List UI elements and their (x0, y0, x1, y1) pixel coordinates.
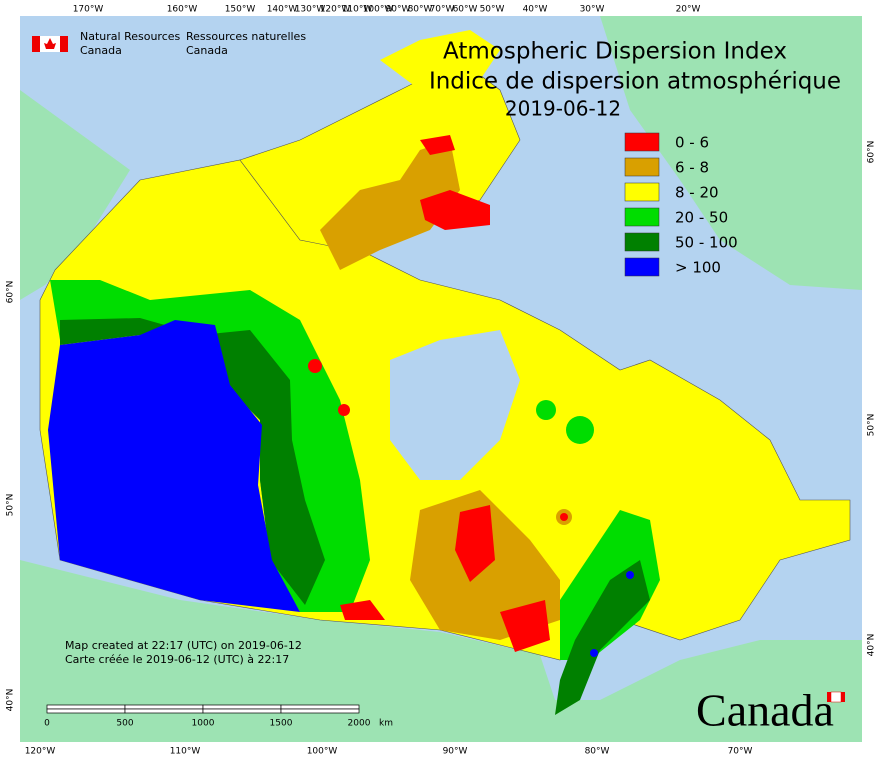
zone-red-spot (308, 359, 322, 373)
agency-en: Natural Resources (80, 30, 181, 43)
graticule-top: 130°W (295, 5, 326, 15)
legend-swatch (624, 132, 660, 152)
graticule-top: 60°W (453, 5, 478, 15)
flag-bar (32, 36, 40, 52)
legend-label: 20 - 50 (675, 209, 728, 227)
zone-orange-arctic (320, 140, 460, 270)
alaska (20, 90, 130, 300)
graticule-left: 60°N (6, 281, 16, 304)
zone-green-spot (536, 400, 556, 420)
scale-unit: km (379, 719, 393, 729)
graticule-right: 50°N (867, 414, 877, 437)
graticule-labels: 170°W 160°W 150°W 140°W130°W120°W110°W100°W… (6, 5, 877, 757)
graticule-bottom: 110°W (170, 747, 201, 757)
graticule-bottom: 120°W (25, 747, 56, 757)
flag-bar (60, 36, 68, 52)
zone-red-spot (560, 513, 568, 521)
created-en: Map created at 22:17 (UTC) on 2019-06-12 (65, 639, 302, 652)
graticule-top: 160°W (167, 5, 198, 15)
scale-label: 1500 (270, 719, 293, 729)
zone-darkgreen (60, 318, 325, 605)
legend-label: 50 - 100 (675, 234, 738, 252)
graticule-top: 50°W (480, 5, 505, 15)
scale-segment (124, 704, 204, 710)
zone-red-4 (420, 135, 455, 155)
created-fr: Carte créée le 2019-06-12 (UTC) à 22:17 (65, 653, 289, 666)
graticule-top: 40°W (523, 5, 548, 15)
legend: 0 - 6 6 - 8 8 - 20 20 - 50 50 - 100 > 100 (624, 132, 738, 277)
scale-label: 1000 (192, 719, 215, 729)
title: Indice de dispersion atmosphérique (429, 69, 841, 95)
graticule-top: 90°W (386, 5, 411, 15)
graticule-right: 60°N (867, 141, 877, 164)
graticule-top: 30°W (580, 5, 605, 15)
zone-green-spot (566, 416, 594, 444)
scale-segment (280, 704, 360, 710)
graticule-top: 70°W (430, 5, 455, 15)
usa (20, 560, 862, 742)
scale-bar: 0 500 1000 1500 2000 km (44, 704, 393, 729)
wordmark-flag (841, 692, 845, 702)
title: Atmospheric Dispersion Index (443, 39, 787, 65)
legend-label: 8 - 20 (675, 184, 719, 202)
scale-segment (46, 704, 126, 710)
legend-swatch (624, 257, 660, 277)
scale-segment (46, 708, 126, 714)
graticule-right: 40°N (867, 634, 877, 657)
date: 2019-06-12 (505, 97, 621, 121)
graticule-left: 40°N (6, 689, 16, 712)
agency-fr: Canada (186, 44, 228, 57)
legend-swatch (624, 232, 660, 252)
graticule-top: 170°W (73, 5, 104, 15)
zone-red-5 (340, 600, 385, 620)
graticule-top: 150°W (225, 5, 256, 15)
scale-segment (202, 704, 282, 710)
graticule-top: 80°W (408, 5, 433, 15)
graticule-bottom: 70°W (728, 747, 753, 757)
scale-label: 2000 (348, 719, 371, 729)
zone-blue-spot (590, 649, 598, 657)
legend-swatch (624, 157, 660, 177)
scale-segment (202, 708, 282, 714)
arctic-islands-north (380, 30, 500, 90)
scale-segment (280, 708, 360, 714)
legend-label: > 100 (675, 259, 721, 277)
scale-label: 500 (116, 719, 133, 729)
agency-en: Canada (80, 44, 122, 57)
legend-swatch (624, 182, 660, 202)
hudson-bay (390, 330, 520, 480)
zone-red-spot (338, 404, 350, 416)
zone-red-1 (455, 505, 495, 582)
wordmark-flag (830, 691, 842, 703)
greenland (600, 16, 862, 290)
legend-label: 0 - 6 (675, 134, 709, 152)
scale-segment (124, 708, 204, 714)
zone-blue-spot (626, 571, 634, 579)
graticule-top: 120°W (320, 5, 351, 15)
legend-label: 6 - 8 (675, 159, 709, 177)
graticule-top: 100°W (363, 5, 394, 15)
graticule-top: 140°W (267, 5, 298, 15)
agency-fr: Ressources naturelles (186, 30, 306, 43)
graticule-top: 110°W (342, 5, 373, 15)
zone-darkgreen-east (555, 560, 650, 715)
graticule-bottom: 100°W (307, 747, 338, 757)
wordmark-flag (827, 692, 831, 702)
scale-label: 0 (44, 719, 50, 729)
graticule-left: 50°N (6, 494, 16, 517)
graticule-bottom: 80°W (585, 747, 610, 757)
flag-leaf (44, 38, 56, 49)
graticule-bottom: 90°W (443, 747, 468, 757)
legend-swatch (624, 207, 660, 227)
zone-blue (48, 320, 300, 612)
graticule-top: 20°W (676, 5, 701, 15)
wordmark: Canada (696, 685, 834, 736)
zone-red-3 (420, 190, 490, 230)
zone-red-2 (500, 600, 550, 652)
